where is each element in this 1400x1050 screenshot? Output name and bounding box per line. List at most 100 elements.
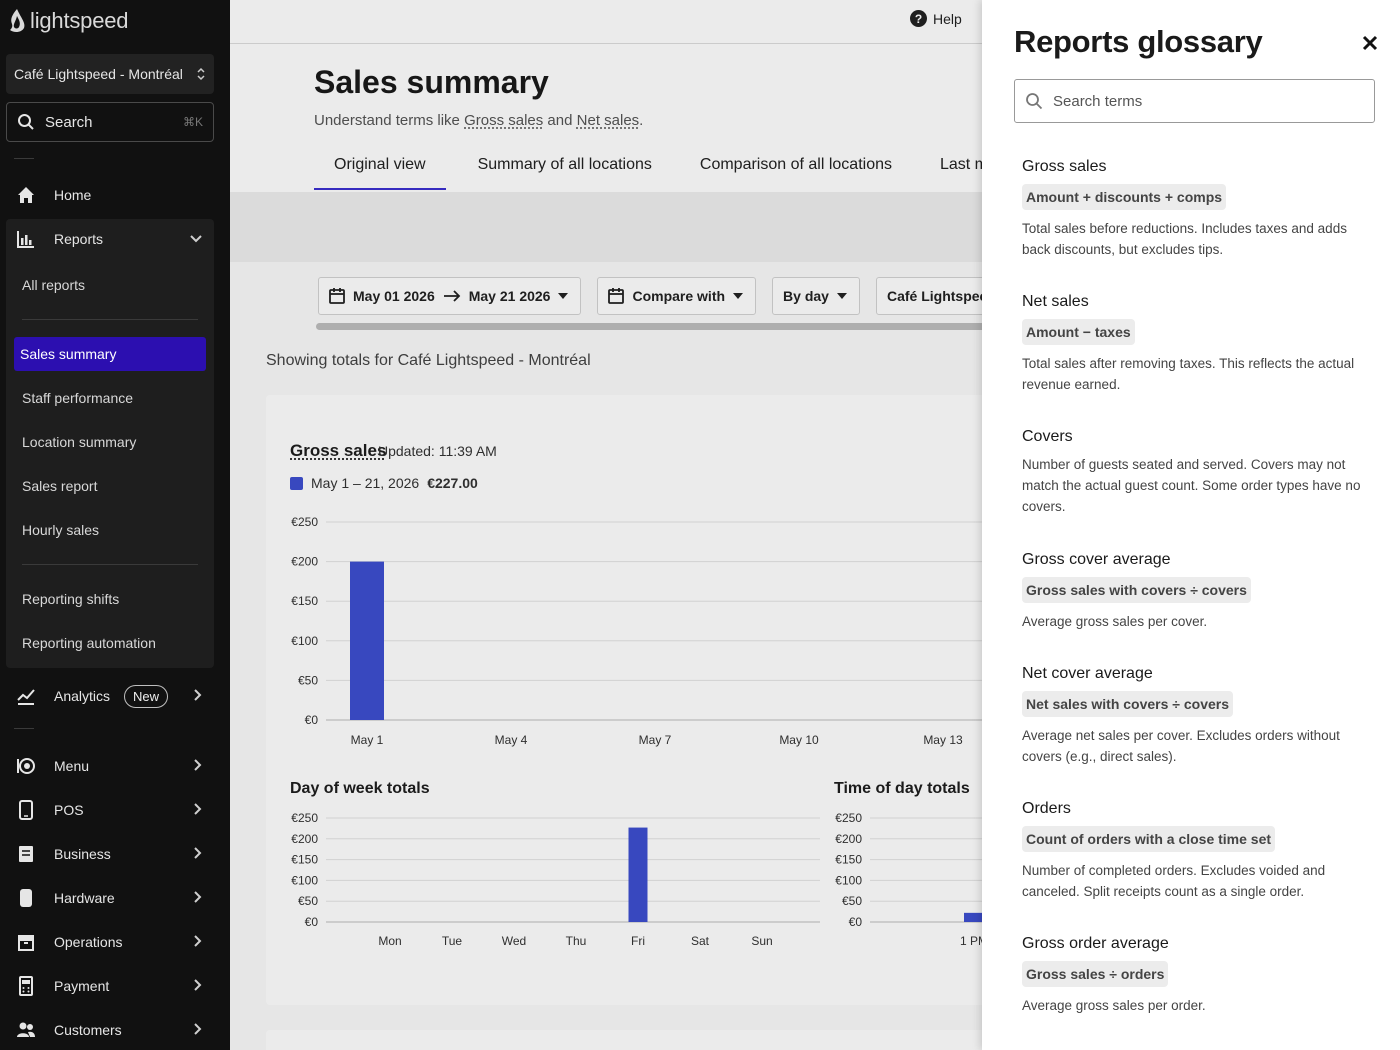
close-button[interactable] (1362, 30, 1378, 58)
tab-summary-all-locations[interactable]: Summary of all locations (477, 156, 652, 173)
term-formula: Gross sales with covers ÷ covers (1022, 577, 1251, 603)
nav-menu-label: Menu (54, 758, 90, 774)
term-gross-cover-average: Gross cover average Gross sales with cov… (1022, 551, 1372, 632)
sub-sales-report[interactable]: Sales report (16, 469, 208, 503)
bar (964, 912, 984, 922)
term-description: Average gross sales per cover. (1022, 614, 1208, 629)
sub-hourly-sales[interactable]: Hourly sales (16, 513, 208, 547)
location-name: Café Lightspeed - Montréal (14, 66, 183, 82)
time-of-day-bar-chart: €0 €50 €100 €150 €200 €250 1 PM (835, 811, 1010, 948)
y-tick-label: €100 (835, 873, 862, 887)
nav-customers[interactable]: Customers (0, 1010, 230, 1050)
sub-label: Hourly sales (22, 522, 100, 538)
legend-value: €227.00 (427, 475, 478, 491)
sidebar-search[interactable]: Search ⌘K (6, 102, 214, 142)
nav-business-label: Business (54, 846, 111, 862)
document-icon (16, 844, 36, 864)
lightspeed-logo[interactable]: lightspeed (8, 8, 129, 34)
nav-home[interactable]: Home (0, 175, 230, 215)
term-gross-order-average: Gross order average Gross sales ÷ orders… (1022, 935, 1372, 1016)
calculator-icon (16, 976, 36, 996)
x-tick-label: May 4 (495, 733, 528, 747)
y-tick-label: €250 (835, 811, 862, 825)
sub-reporting-shifts[interactable]: Reporting shifts (16, 582, 208, 616)
term-description: Total sales before reductions. Includes … (1022, 221, 1347, 257)
sort-chevrons-icon (197, 67, 205, 81)
reports-group (6, 219, 214, 668)
location-filter-label: Café Lightspeed (886, 288, 996, 304)
gross-sales-link[interactable]: Gross sales (464, 112, 544, 129)
nav-analytics[interactable]: Analytics New (0, 676, 230, 716)
sub-label: Sales report (22, 478, 98, 494)
nav-operations[interactable]: Operations (0, 922, 230, 962)
tab-last[interactable]: Last m (939, 156, 988, 173)
sub-label: All reports (22, 277, 86, 293)
view-tabs: Original view Summary of all locations C… (314, 148, 1008, 190)
caret-down-icon (558, 293, 569, 299)
nav-home-label: Home (54, 187, 92, 203)
term-name: Gross order average (1022, 935, 1169, 952)
sub-location-summary[interactable]: Location summary (16, 425, 208, 459)
nav-hardware[interactable]: Hardware (0, 878, 230, 918)
x-tick-label: Mon (378, 934, 401, 948)
term-orders: Orders Count of orders with a close time… (1022, 800, 1372, 902)
nav-pos[interactable]: POS (0, 790, 230, 830)
nav-menu[interactable]: Menu (0, 746, 230, 786)
glossary-search (1014, 79, 1375, 123)
search-shortcut: ⌘K (182, 115, 203, 129)
time-of-day-title: Time of day totals (834, 780, 970, 797)
help-icon: ? (910, 10, 927, 27)
legend-label: May 1 – 21, 2026 (311, 475, 420, 491)
term-formula: Gross sales ÷ orders (1022, 961, 1169, 987)
showing-totals: Showing totals for Café Lightspeed - Mon… (266, 352, 591, 369)
term-net-sales: Net sales Amount − taxes Total sales aft… (1022, 293, 1372, 395)
bar-chart-icon (16, 229, 36, 249)
tab-original-view[interactable]: Original view (314, 148, 446, 190)
gross-sales-chart-title[interactable]: Gross sales (290, 441, 387, 460)
date-range-filter[interactable]: May 01 2026 May 21 2026 (318, 277, 582, 315)
close-icon (1362, 35, 1378, 51)
term-formula: Net sales with covers ÷ covers (1022, 691, 1234, 717)
chevron-right-icon (194, 934, 202, 950)
nav-payment[interactable]: Payment (0, 966, 230, 1006)
nav-payment-label: Payment (54, 978, 110, 994)
nav-business[interactable]: Business (0, 834, 230, 874)
help-button[interactable]: ? Help (910, 10, 962, 27)
subtitle-text: and (543, 112, 577, 129)
day-of-week-bar-chart: €0 €50 €100 €150 €200 €250 Mon Tue Wed Thu Fri Sat S… (291, 811, 820, 948)
nav-analytics-label: Analytics (54, 688, 111, 704)
sub-reporting-automation[interactable]: Reporting automation (16, 626, 208, 660)
y-tick-label: €250 (291, 515, 318, 529)
granularity-filter[interactable]: By day (772, 277, 860, 315)
sub-all-reports[interactable]: All reports (16, 268, 208, 302)
new-badge: New (124, 684, 169, 708)
filters-scrollbar[interactable] (316, 323, 1016, 330)
term-name: Covers (1022, 428, 1073, 445)
term-formula: Amount − taxes (1022, 319, 1135, 345)
nav-reports-label: Reports (54, 231, 104, 247)
home-icon (16, 185, 36, 205)
compare-filter[interactable]: Compare with (597, 277, 757, 315)
archive-icon (16, 932, 36, 952)
location-switcher[interactable]: Café Lightspeed - Montréal (6, 54, 214, 94)
term-name: Net cover average (1022, 665, 1153, 682)
glossary-search-input[interactable] (1053, 92, 1353, 110)
sub-label: Staff performance (22, 390, 134, 406)
term-covers: Covers Number of guests seated and serve… (1022, 428, 1372, 517)
tab-comparison-all-locations[interactable]: Comparison of all locations (699, 156, 892, 173)
y-tick-label: €100 (291, 634, 318, 648)
search-icon (1026, 93, 1043, 110)
net-sales-link[interactable]: Net sales (576, 112, 640, 129)
nav-reports[interactable]: Reports (0, 219, 230, 259)
x-tick-label: 1 PM (960, 934, 988, 948)
sub-sales-summary[interactable]: Sales summary (14, 337, 206, 371)
divider (22, 564, 198, 565)
sub-label: Sales summary (20, 346, 117, 362)
y-tick-label: €200 (835, 832, 862, 846)
chevron-right-icon (194, 846, 202, 862)
term-name: Orders (1022, 800, 1071, 817)
caret-down-icon (733, 293, 744, 299)
sub-staff-performance[interactable]: Staff performance (16, 381, 208, 415)
divider (22, 319, 198, 320)
divider (14, 728, 34, 729)
